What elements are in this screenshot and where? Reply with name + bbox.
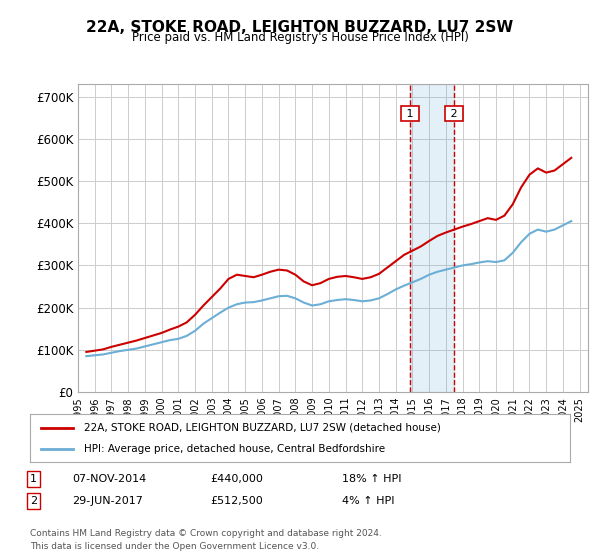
Text: 4% ↑ HPI: 4% ↑ HPI [342,496,395,506]
Bar [410,84,454,392]
Text: HPI: Average price, detached house, Central Bedfordshire: HPI: Average price, detached house, Cent… [84,444,385,454]
Text: 22A, STOKE ROAD, LEIGHTON BUZZARD, LU7 2SW: 22A, STOKE ROAD, LEIGHTON BUZZARD, LU7 2… [86,20,514,35]
Text: 1: 1 [403,109,417,119]
Text: £440,000: £440,000 [210,474,263,484]
Text: 07-NOV-2014: 07-NOV-2014 [72,474,146,484]
Text: 1: 1 [30,474,37,484]
Text: Contains HM Land Registry data © Crown copyright and database right 2024.: Contains HM Land Registry data © Crown c… [30,529,382,538]
Text: £512,500: £512,500 [210,496,263,506]
Text: 22A, STOKE ROAD, LEIGHTON BUZZARD, LU7 2SW (detached house): 22A, STOKE ROAD, LEIGHTON BUZZARD, LU7 2… [84,423,441,433]
Text: 2: 2 [447,109,461,119]
Text: 29-JUN-2017: 29-JUN-2017 [72,496,143,506]
Text: This data is licensed under the Open Government Licence v3.0.: This data is licensed under the Open Gov… [30,542,319,551]
Text: Price paid vs. HM Land Registry's House Price Index (HPI): Price paid vs. HM Land Registry's House … [131,31,469,44]
Text: 18% ↑ HPI: 18% ↑ HPI [342,474,401,484]
Text: 2: 2 [30,496,37,506]
